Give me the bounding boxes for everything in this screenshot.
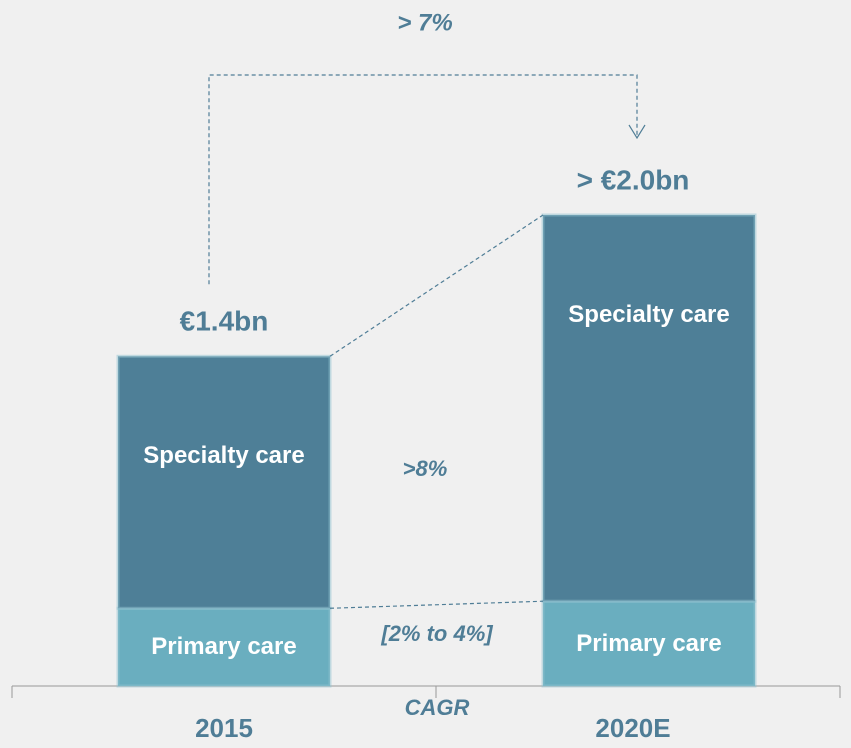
segment-label: Specialty care (143, 442, 305, 470)
specialty-cagr: >8% (403, 456, 448, 481)
cagr-arrowhead (628, 124, 646, 140)
segment-label-box: Primary care (151, 633, 297, 661)
connector (329, 214, 544, 357)
category-label: 2020E (595, 713, 670, 743)
connector (329, 600, 544, 609)
bar-segment (116, 606, 332, 688)
bar-segment (541, 213, 757, 603)
segment-label-box: Primary care (576, 629, 722, 657)
total-cagr: > 7% (397, 9, 452, 36)
cagr-arrow (208, 74, 638, 285)
total-label: > €2.0bn (577, 164, 690, 195)
axis-note: CAGR (405, 695, 470, 720)
segment-label-box: Specialty care (568, 301, 730, 328)
segment-label: Primary care (151, 633, 297, 661)
segment-label: Specialty care (568, 301, 730, 328)
category-label: 2015 (195, 713, 253, 743)
total-label: €1.4bn (180, 306, 269, 337)
segment-label: Primary care (576, 629, 722, 657)
primary-cagr: [2% to 4%] (380, 621, 493, 646)
bar-segment (116, 354, 332, 610)
segment-label-box: Specialty care (143, 442, 305, 470)
